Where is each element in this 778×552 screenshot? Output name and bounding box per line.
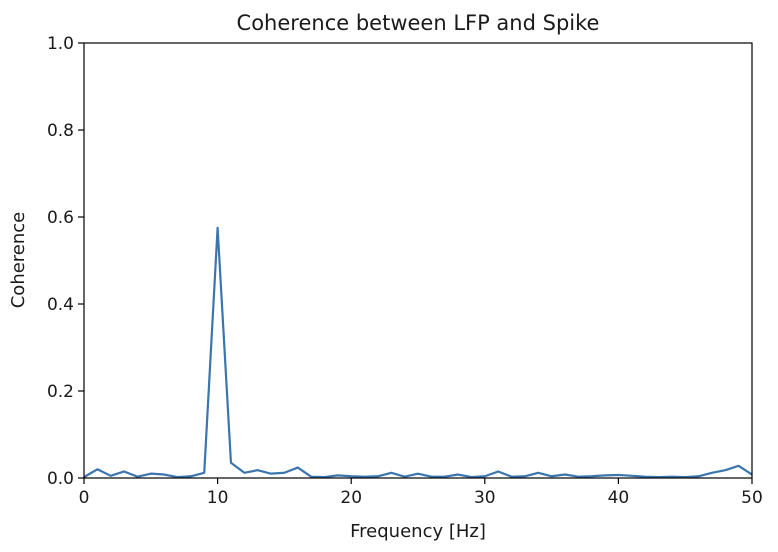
x-tick-label: 10: [207, 488, 229, 508]
y-tick-label: 0.0: [47, 469, 74, 489]
plot-frame: [83, 42, 753, 479]
y-tick-label: 0.4: [47, 295, 74, 315]
x-tick-label: 50: [741, 488, 763, 508]
x-tick-label: 30: [474, 488, 496, 508]
x-tick-label: 40: [608, 488, 630, 508]
x-tick-label: 20: [340, 488, 362, 508]
chart-title: Coherence between LFP and Spike: [237, 11, 600, 35]
y-tick-label: 0.2: [47, 382, 74, 402]
x-axis-ticks: 0 10 20 30 40 50: [79, 478, 763, 508]
y-tick-label: 1.0: [47, 34, 74, 54]
y-axis-ticks: 0.0 0.2 0.4 0.6 0.8 1.0: [47, 34, 84, 489]
x-axis-label: Frequency [Hz]: [350, 521, 486, 542]
y-axis-label: Coherence: [8, 212, 29, 309]
y-tick-label: 0.8: [47, 121, 74, 141]
x-tick-label: 0: [79, 488, 90, 508]
y-tick-label: 0.6: [47, 208, 74, 228]
coherence-series-line: [83, 226, 753, 479]
